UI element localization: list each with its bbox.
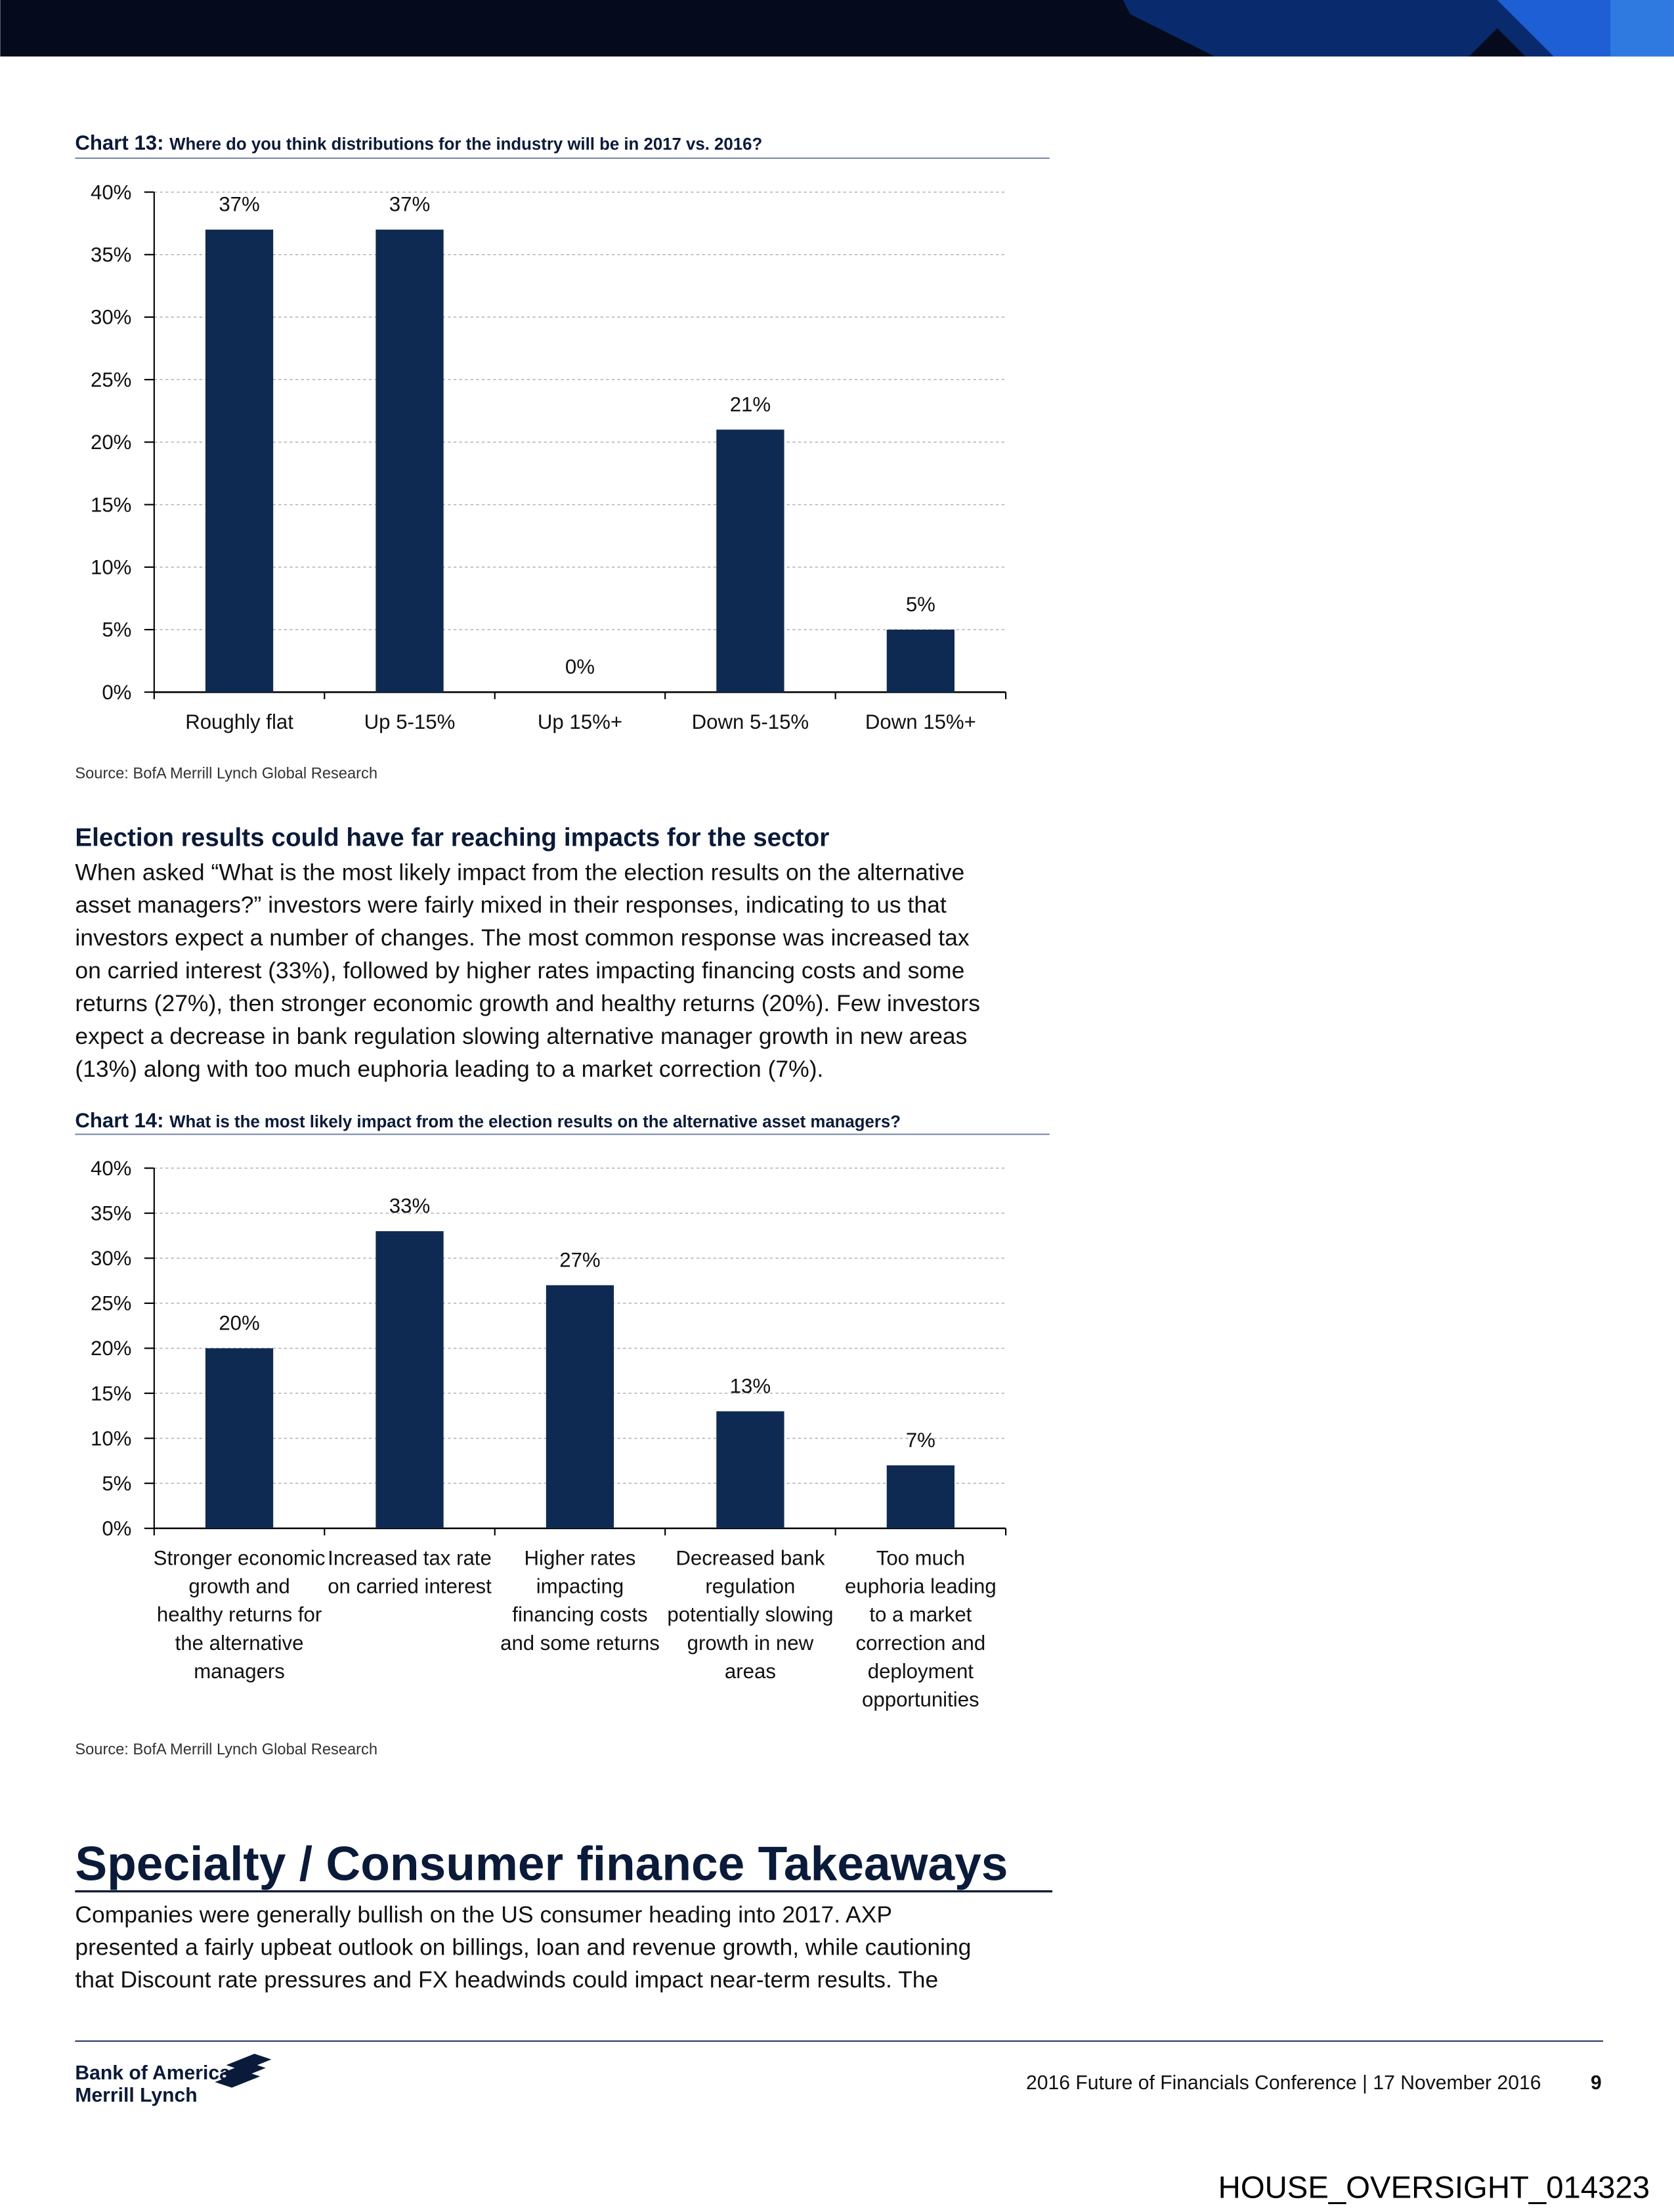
top-bar-graphic [1497,0,1610,57]
charts: Chart 13: Where do you think distribution… [75,131,1050,1758]
data-label: 37% [219,193,259,216]
stamp: HOUSE_OVERSIGHT_014323 [1218,2170,1650,2205]
paragraph-line: When asked “What is the most likely impa… [75,859,964,885]
section-heading: Election results could have far reaching… [75,824,829,852]
y-tick-label: 20% [91,431,131,454]
x-tick-label: potentially slowing [667,1603,833,1626]
x-tick-label: on carried interest [328,1575,492,1598]
x-tick-label: to a market [869,1603,972,1626]
paragraph-line: asset managers?” investors were fairly m… [75,892,946,918]
x-tick-label: growth in new [687,1632,814,1655]
paragraph-line: returns (27%), then stronger economic gr… [75,990,980,1016]
x-tick-label: Roughly flat [185,710,293,733]
x-tick-label: Too much [876,1547,965,1570]
logo-flag [215,2054,272,2088]
x-tick-label: areas [725,1660,776,1683]
y-tick-label: 40% [91,181,131,204]
paragraph-line: presented a fairly upbeat outlook on bil… [75,1934,971,1960]
logo: Bank of America [75,2062,230,2084]
y-tick-label: 15% [91,493,131,516]
chart-label: Chart 14: [75,1109,163,1132]
x-tick-label: Stronger economic [154,1547,326,1570]
x-tick-label: Decreased bank [676,1547,825,1570]
bar [886,1465,955,1529]
y-tick-label: 35% [91,1202,131,1225]
data-label: 21% [730,393,771,416]
paragraph-line: expect a decrease in bank regulation slo… [75,1023,967,1049]
bar [886,629,955,693]
bar [716,1411,784,1529]
y-tick-label: 10% [91,556,131,579]
x-tick-label: growth and [188,1575,290,1598]
paragraph-line: that Discount rate pressures and FX head… [75,1966,938,1993]
y-tick-label: 30% [91,306,131,329]
y-tick-label: 20% [91,1337,131,1360]
y-tick-label: 40% [91,1157,131,1180]
bar [376,229,444,693]
paragraph-line: on carried interest (33%), followed by h… [75,957,964,984]
x-tick-label: regulation [705,1575,795,1598]
bar [546,1285,614,1529]
data-label: 27% [559,1248,600,1271]
x-tick-label: Increased tax rate [328,1547,492,1570]
x-tick-label: Up 5-15% [364,710,456,733]
y-tick-label: 25% [91,1292,131,1315]
chart-title: Where do you think distributions for the… [169,135,762,154]
page-number: 9 [1591,2072,1602,2094]
x-tick-label: financing costs [512,1603,647,1626]
bar [205,1348,274,1529]
x-tick-label: correction and [856,1632,986,1655]
x-tick-label: Up 15%+ [538,710,622,733]
logo: Merrill Lynch [75,2085,197,2106]
data-label: 20% [219,1311,259,1334]
data-label: 37% [389,193,430,216]
data-label: 7% [906,1429,935,1452]
top-bar-graphic [1610,0,1674,57]
x-tick-label: euphoria leading [845,1575,997,1598]
data-label: 13% [730,1374,771,1397]
x-tick-label: and some returns [500,1632,660,1655]
x-tick-label: Down 15%+ [865,710,976,733]
y-tick-label: 15% [91,1382,131,1405]
x-tick-label: Down 5-15% [692,710,809,733]
bar [716,429,784,693]
paragraph-line: (13%) along with too much euphoria leadi… [75,1056,823,1082]
y-tick-label: 25% [91,368,131,391]
y-tick-label: 0% [102,681,131,704]
paragraph: Companies were generally bullish on the … [75,1901,971,1993]
x-tick-label: managers [194,1660,285,1683]
y-tick-label: 10% [91,1427,131,1450]
y-tick-label: 5% [102,618,131,641]
chart-source: Source: BofA Merrill Lynch Global Resear… [75,1741,377,1758]
x-tick-label: deployment [868,1660,974,1683]
y-tick-label: 30% [91,1247,131,1270]
section-heading: Specialty / Consumer finance Takeaways [75,1837,1008,1890]
data-label: 33% [389,1194,430,1217]
chart-source: Source: BofA Merrill Lynch Global Resear… [75,765,377,782]
chart-title: What is the most likely impact from the … [169,1113,901,1131]
x-tick-label: healthy returns for [157,1603,322,1626]
x-tick-label: the alternative [175,1632,304,1655]
paragraph-line: investors expect a number of changes. Th… [75,924,969,951]
y-tick-label: 5% [102,1472,131,1495]
bar [205,229,274,693]
data-label: 0% [565,655,595,678]
paragraph-line: Companies were generally bullish on the … [75,1901,892,1928]
paragraph: When asked “What is the most likely impa… [75,859,980,1081]
x-tick-label: Higher rates [525,1547,636,1570]
y-tick-label: 0% [102,1517,131,1540]
y-tick-label: 35% [91,244,131,267]
chart-label: Chart 13: [75,131,163,154]
x-tick-label: opportunities [862,1688,979,1711]
data-label: 5% [906,593,935,616]
bar [376,1231,444,1529]
footer-text: 2016 Future of Financials Conference | 1… [1026,2072,1541,2094]
x-tick-label: impacting [536,1575,624,1598]
